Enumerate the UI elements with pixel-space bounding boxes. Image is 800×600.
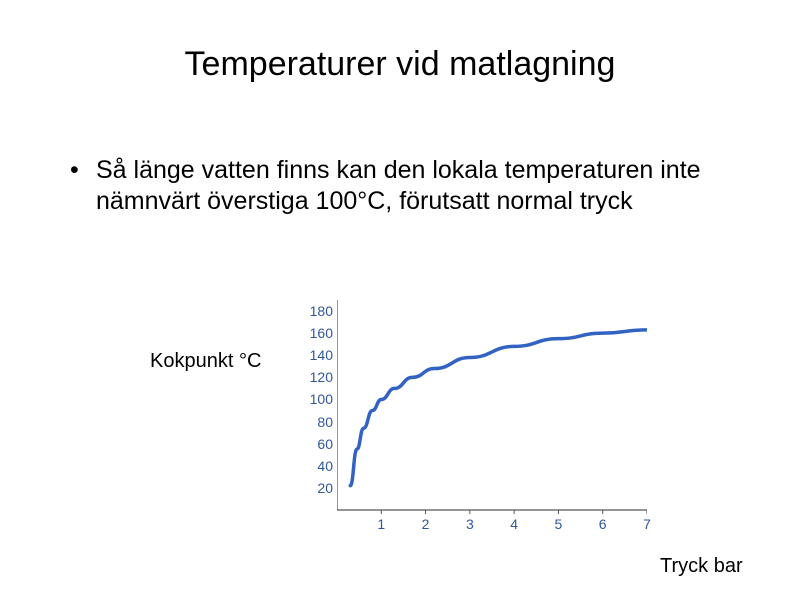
x-tick-label: 6 [599, 516, 607, 532]
y-tick-label: 180 [305, 303, 333, 319]
y-tick-label: 100 [305, 391, 333, 407]
chart-plot-area [337, 300, 647, 518]
bullet-text: Så länge vatten finns kan den lokala tem… [96, 155, 730, 218]
y-axis-label: Kokpunkt °C [150, 350, 261, 373]
y-tick-label: 60 [305, 436, 333, 452]
bullet-list: • Så länge vatten finns kan den lokala t… [70, 155, 730, 218]
x-axis-label: Tryck bar [660, 555, 743, 578]
bullet-dot: • [70, 155, 96, 218]
x-tick-label: 3 [466, 516, 474, 532]
y-tick-label: 40 [305, 458, 333, 474]
data-curve [350, 330, 647, 486]
x-tick-label: 4 [510, 516, 518, 532]
y-tick-label: 160 [305, 325, 333, 341]
y-tick-label: 140 [305, 347, 333, 363]
x-tick-label: 5 [555, 516, 563, 532]
x-tick-label: 1 [377, 516, 385, 532]
page-title: Temperaturer vid matlagning [0, 45, 800, 84]
x-tick-label: 7 [643, 516, 651, 532]
x-tick-label: 2 [422, 516, 430, 532]
y-tick-label: 120 [305, 369, 333, 385]
y-tick-label: 20 [305, 480, 333, 496]
y-tick-label: 80 [305, 414, 333, 430]
boiling-point-chart: 20 40 60 80 100 120 140 160 180 1 2 3 4 5 6 7 [305, 300, 655, 535]
bullet-item: • Så länge vatten finns kan den lokala t… [70, 155, 730, 218]
